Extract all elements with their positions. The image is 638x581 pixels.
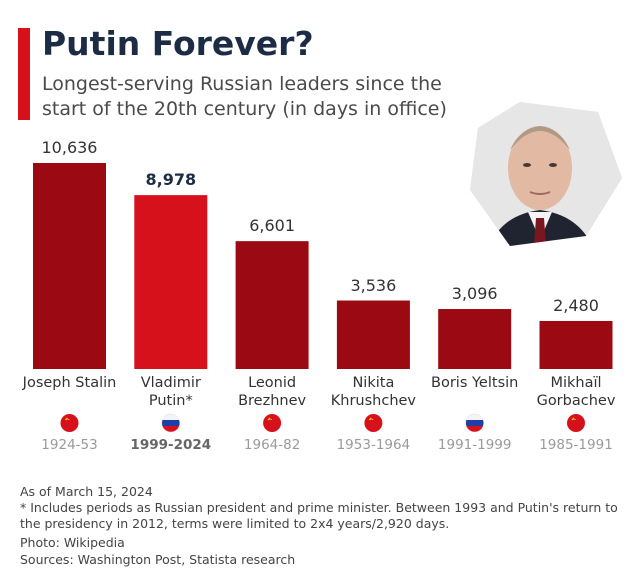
flag-icon — [465, 413, 484, 433]
period-label: 1991-1999 — [437, 437, 512, 453]
flag-icon — [60, 414, 79, 432]
chart-subtitle: Longest-serving Russian leaders since th… — [42, 73, 447, 120]
period-label: 1964-82 — [243, 437, 301, 453]
x-tick-label: Mikhaïl Gorbachev — [536, 375, 616, 409]
bar — [438, 309, 512, 369]
bar — [336, 300, 410, 369]
sources: Sources: Washington Post, Statista resea… — [20, 552, 296, 567]
note: As of March 15, 2024 — [20, 484, 153, 499]
value-label: 3,096 — [451, 284, 498, 304]
period-label: 1985-1991 — [539, 437, 613, 453]
value-label: 8,978 — [145, 170, 197, 190]
value-label: 3,536 — [350, 275, 397, 295]
flag-icon — [263, 414, 282, 432]
footnote: * Includes periods as Russian president … — [20, 500, 618, 531]
x-tick-label: Joseph Stalin — [22, 375, 117, 391]
flag-icon — [161, 413, 181, 433]
period-label: 1999-2024 — [130, 437, 212, 453]
chart-title: Putin Forever? — [42, 24, 314, 63]
bar — [33, 163, 106, 369]
x-tick-label: Leonid Brezhnev — [238, 375, 307, 409]
period-label: 1924-53 — [41, 437, 98, 453]
flag-icon — [364, 414, 383, 432]
value-label: 2,480 — [553, 295, 599, 315]
flag-icon — [567, 414, 585, 432]
x-tick-label: Boris Yeltsin — [431, 375, 519, 391]
x-tick-label: Vladimir Putin* — [140, 375, 201, 409]
photo-credit: Photo: Wikipedia — [20, 535, 125, 550]
accent-bar — [18, 28, 30, 120]
bar — [235, 241, 309, 369]
value-label: 6,601 — [249, 216, 295, 236]
bar — [539, 320, 613, 369]
x-tick-label: Nikita Khrushchev — [330, 375, 417, 409]
value-label: 10,636 — [41, 138, 98, 157]
bar — [134, 195, 208, 369]
photo — [470, 102, 622, 246]
period-label: 1953-1964 — [336, 437, 411, 453]
